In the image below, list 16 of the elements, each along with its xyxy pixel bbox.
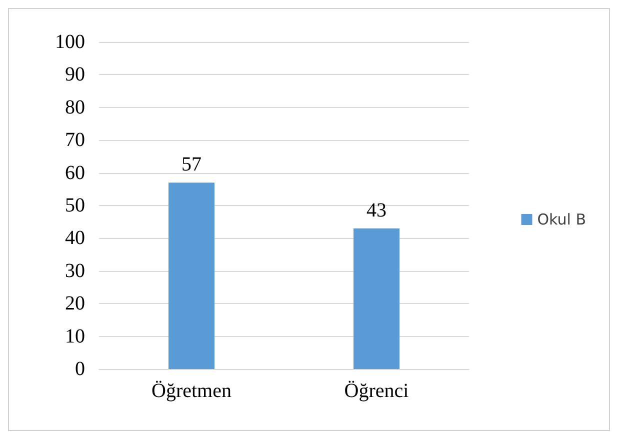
data-label: 57 <box>182 154 202 176</box>
y-tick-label: 10 <box>65 325 85 348</box>
y-tick-label: 60 <box>65 162 85 184</box>
legend-label: Okul B <box>537 210 586 228</box>
y-tick-label: 0 <box>75 358 85 380</box>
y-tick-label: 50 <box>65 194 85 216</box>
y-tick-label: 70 <box>65 129 85 152</box>
x-tick-label: Öğretmen <box>152 380 232 402</box>
x-tick-label: Öğrenci <box>344 380 410 402</box>
y-tick-label: 40 <box>65 227 85 250</box>
y-tick-label: 30 <box>65 260 85 282</box>
y-tick-label: 90 <box>65 64 85 86</box>
y-tick-label: 20 <box>65 292 85 315</box>
y-tick-label: 80 <box>65 96 85 118</box>
y-tick-label: 100 <box>55 31 85 53</box>
data-label: 43 <box>366 199 386 222</box>
